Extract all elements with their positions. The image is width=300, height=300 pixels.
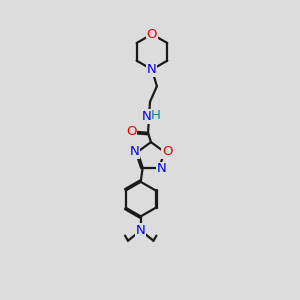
Text: N: N (157, 162, 166, 175)
Text: N: N (136, 224, 146, 237)
Text: N: N (147, 63, 157, 76)
Text: O: O (147, 28, 157, 41)
Text: N: N (142, 110, 152, 123)
Text: O: O (126, 125, 137, 138)
Text: O: O (162, 146, 172, 158)
Text: N: N (130, 146, 140, 158)
Text: H: H (150, 109, 160, 122)
